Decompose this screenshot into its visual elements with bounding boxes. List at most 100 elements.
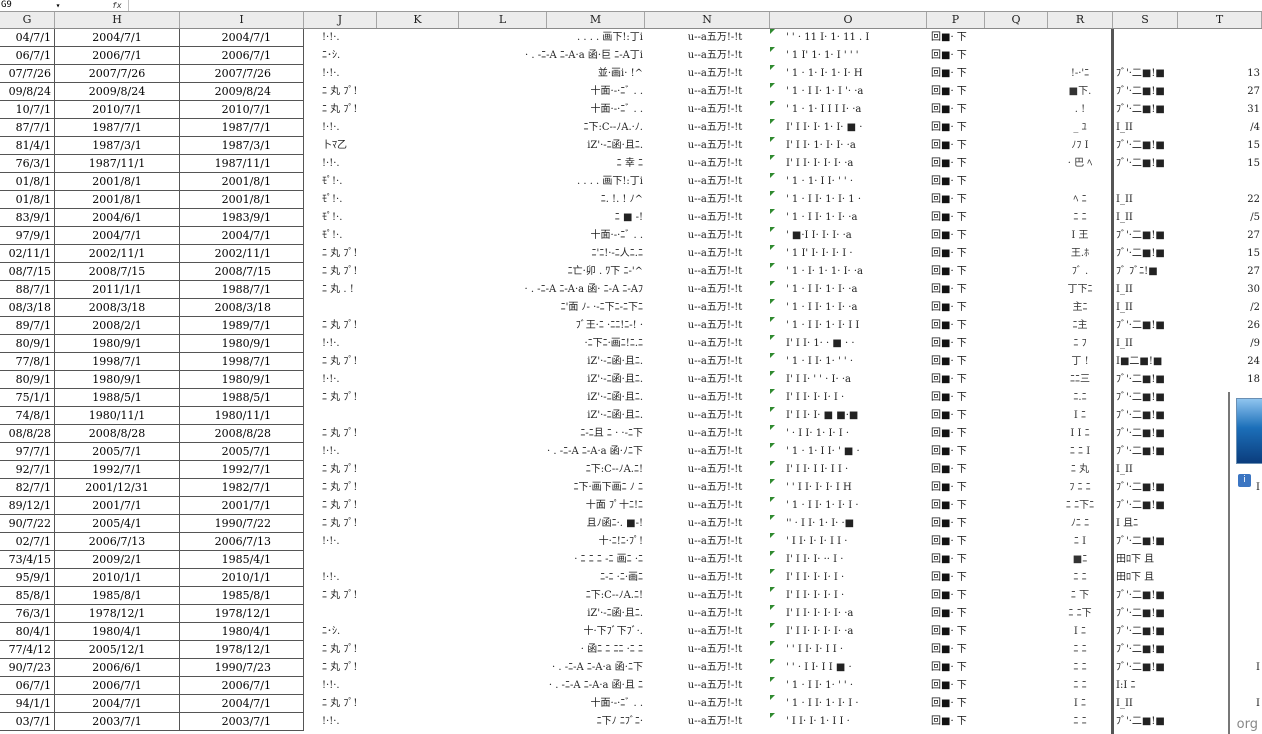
cell-n[interactable]: u--a五万!-!t [687, 32, 743, 43]
cell-p[interactable]: 回■· 下 [931, 122, 967, 133]
cell-i[interactable]: 2002/11/1 [180, 245, 304, 263]
cell-n[interactable]: u--a五万!-!t [687, 302, 743, 313]
cell-g[interactable]: 03/7/1 [0, 713, 55, 731]
cell-n[interactable]: u--a五万!-!t [687, 572, 743, 583]
cell-o[interactable]: ' 1 · 1· I I· ' ■ · [786, 446, 860, 457]
cell-t[interactable]: 24 [1247, 356, 1260, 367]
cell-o[interactable]: ' I I· I· I· I I · [786, 536, 848, 547]
cell-p[interactable]: 回■· 下 [931, 428, 967, 439]
cell-g[interactable]: 04/7/1 [0, 29, 55, 47]
cell-o[interactable]: I' I I· I· ·· I · [786, 554, 844, 565]
cell-r[interactable]: ﾆ ﾆ [1073, 212, 1087, 223]
cell-g[interactable]: 02/11/1 [0, 245, 55, 263]
cell-j[interactable]: ﾆ 丸 ﾌﾟ! [322, 500, 358, 511]
cell-l[interactable]: 十面·-·ﾆﾞ . . [590, 698, 643, 709]
info-icon[interactable]: i [1238, 474, 1251, 487]
cell-t[interactable]: I [1256, 698, 1260, 709]
cell-t[interactable]: /4 [1250, 122, 1260, 133]
cell-l[interactable]: ﾆ'面 ﾉ- ·-ﾆ下ﾆ-ﾆ下ﾆ [560, 302, 643, 313]
cell-r[interactable]: I 王 [1071, 230, 1089, 241]
cell-h[interactable]: 1980/11/1 [55, 407, 180, 425]
cell-t[interactable]: /9 [1250, 338, 1260, 349]
cell-g[interactable]: 76/3/1 [0, 155, 55, 173]
cell-l[interactable]: ﾆ 幸 ﾆ [616, 158, 643, 169]
cell-j[interactable]: ﾆ 丸 ﾌﾟ! [322, 698, 358, 709]
cell-g[interactable]: 06/7/1 [0, 47, 55, 65]
cell-j[interactable]: !·!·. [322, 716, 340, 727]
cell-j[interactable]: ﾆ 丸 ﾌﾟ! [322, 104, 358, 115]
cell-i[interactable]: 1978/12/1 [180, 641, 304, 659]
cell-g[interactable]: 97/7/1 [0, 443, 55, 461]
cell-h[interactable]: 1987/3/1 [55, 137, 180, 155]
cell-h[interactable]: 2009/8/24 [55, 83, 180, 101]
column-header-t[interactable]: T [1178, 12, 1262, 28]
cell-r[interactable]: ■下. [1068, 86, 1092, 97]
cell-n[interactable]: u--a五万!-!t [687, 374, 743, 385]
cell-n[interactable]: u--a五万!-!t [687, 518, 743, 529]
cell-r[interactable]: _ ﾕ [1073, 122, 1087, 133]
cell-i[interactable]: 1998/7/1 [180, 353, 304, 371]
cell-l[interactable]: · . -ﾆ-A ﾆ-A·a 函·巨 ﾆ-A丁i [525, 50, 643, 61]
cell-g[interactable]: 08/8/28 [0, 425, 55, 443]
cell-g[interactable]: 90/7/22 [0, 515, 55, 533]
cell-p[interactable]: 回■· 下 [931, 194, 967, 205]
cell-l[interactable]: ﾆ-ﾆ且 ﾆ · ·-ﾆ下 [580, 428, 643, 439]
cell-g[interactable]: 82/7/1 [0, 479, 55, 497]
cell-l[interactable]: iZ'·-ﾆ函·且ﾆ. [587, 410, 643, 421]
column-header-h[interactable]: H [55, 12, 180, 28]
cell-o[interactable]: ' 1 · I I· 1· I· 1 · [786, 194, 862, 205]
cell-g[interactable]: 08/3/18 [0, 299, 55, 317]
cell-g[interactable]: 89/7/1 [0, 317, 55, 335]
cell-r[interactable]: ﾆ.ﾆ [1073, 392, 1087, 403]
cell-l[interactable]: ﾆ-ﾆ ·ﾆ·画ﾆ [600, 572, 643, 583]
cell-s[interactable]: ﾌﾞ'·二■!■ [1116, 320, 1165, 331]
cell-n[interactable]: u--a五万!-!t [687, 158, 743, 169]
cell-h[interactable]: 2004/7/1 [55, 227, 180, 245]
column-header-o[interactable]: O [770, 12, 927, 28]
cell-l[interactable]: ﾆ下:C--ﾉA.ﾆ! [585, 590, 643, 601]
cell-l[interactable]: iZ'·-ﾆ函·且ﾆ. [587, 374, 643, 385]
cell-l[interactable]: ﾆ ■ -! [614, 212, 643, 223]
cell-r[interactable]: ■ﾆ [1072, 554, 1088, 565]
name-box-dropdown-icon[interactable]: ▾ [55, 1, 61, 10]
cell-t[interactable]: 15 [1247, 140, 1260, 151]
cell-p[interactable]: 回■· 下 [931, 212, 967, 223]
cell-s[interactable] [1114, 29, 1180, 47]
cell-t[interactable] [1180, 29, 1262, 47]
cell-i[interactable]: 2004/7/1 [180, 695, 304, 713]
cell-r[interactable]: 丁下ﾆ [1067, 284, 1093, 295]
cell-n[interactable]: u--a五万!-!t [687, 212, 743, 223]
cell-o[interactable]: ' ' I I· I· I I · [786, 644, 844, 655]
cell-h[interactable]: 1988/5/1 [55, 389, 180, 407]
cell-r[interactable]: ﾌ ﾆ ﾆ [1069, 482, 1091, 493]
cell-i[interactable]: 1992/7/1 [180, 461, 304, 479]
cell-j[interactable] [304, 407, 377, 425]
cell-l[interactable]: ·ﾆ下ﾆ·画ﾆ!ﾆ.ﾆ [584, 338, 643, 349]
cell-j[interactable]: !·!·. [322, 374, 340, 385]
cell-g[interactable]: 01/8/1 [0, 191, 55, 209]
fx-icon[interactable]: fx [112, 1, 122, 10]
cell-i[interactable]: 1987/3/1 [180, 137, 304, 155]
cell-i[interactable]: 2006/7/13 [180, 533, 304, 551]
cell-n[interactable]: u--a五万!-!t [687, 230, 743, 241]
cell-s[interactable]: I 且ﾆ [1116, 518, 1139, 529]
cell-r[interactable]: I ﾆ [1073, 410, 1087, 421]
cell-r[interactable]: ﾆ ﾆ I [1069, 446, 1091, 457]
cell-l[interactable]: 十·ﾆ!ﾆ·ﾌﾟ! [598, 536, 643, 547]
cell-r[interactable]: ﾆ ﾆ [1073, 716, 1087, 727]
cell-h[interactable]: 2004/6/1 [55, 209, 180, 227]
cell-j[interactable]: ﾆ 丸 ﾌﾟ! [322, 248, 358, 259]
cell-t[interactable] [1180, 533, 1262, 551]
cell-s[interactable]: ﾌﾞ'·二■!■ [1116, 86, 1165, 97]
cell-l[interactable]: . . . . 画下!:丁i [576, 176, 643, 187]
cell-o[interactable]: ' 1 · I I· 1· I· ·a [786, 302, 858, 313]
cell-p[interactable]: 回■· 下 [931, 698, 967, 709]
cell-l[interactable]: iZ'·-ﾆ函·且ﾆ. [587, 608, 643, 619]
cell-o[interactable]: I' I I· 1· · ■ · · [786, 338, 855, 349]
cell-p[interactable]: 回■· 下 [931, 590, 967, 601]
cell-s[interactable]: ﾌﾞ'·二■!■ [1116, 446, 1165, 457]
cell-n[interactable]: u--a五万!-!t [687, 356, 743, 367]
cell-i[interactable]: 1985/8/1 [180, 587, 304, 605]
cell-l[interactable]: iZ'·-ﾆ函·且ﾆ. [587, 140, 643, 151]
cell-t[interactable] [1180, 497, 1262, 515]
